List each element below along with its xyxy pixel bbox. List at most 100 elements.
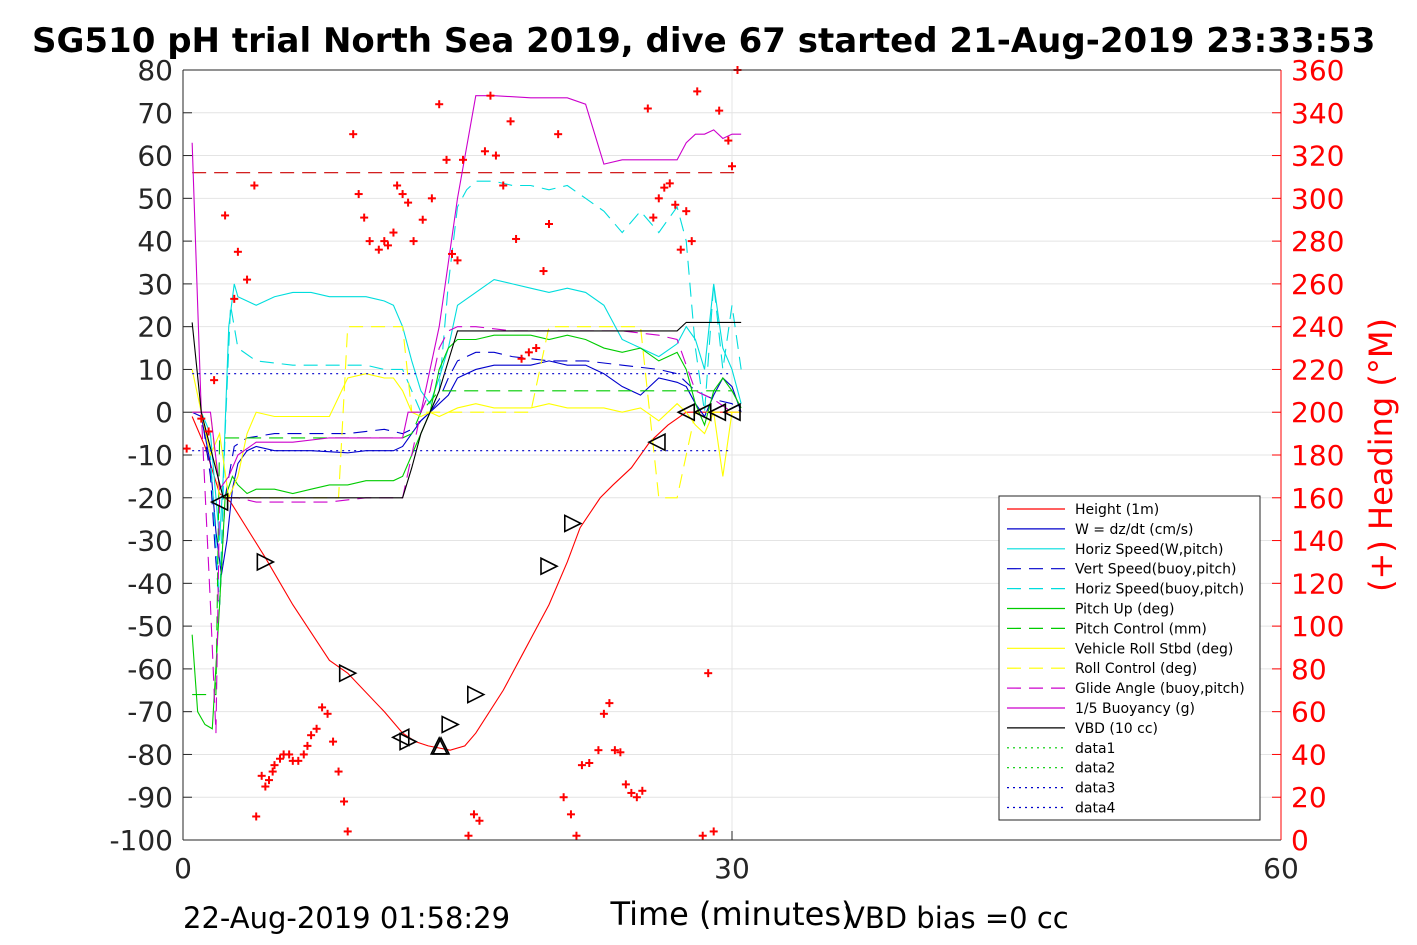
legend-label: Pitch Control (mm) <box>1075 621 1207 637</box>
heading-point <box>676 245 685 254</box>
heading-point <box>418 215 427 224</box>
footer-date: 22-Aug-2019 01:58:29 <box>183 901 510 935</box>
heading-point <box>261 782 270 791</box>
profile-marker <box>540 556 559 576</box>
heading-point <box>365 237 374 246</box>
y-tick-label-left: -10 <box>127 439 173 472</box>
heading-point <box>427 194 436 203</box>
heading-point <box>524 348 533 357</box>
plot-area <box>182 66 742 840</box>
y-tick-label-right: 320 <box>1291 140 1344 173</box>
heading-point <box>343 827 352 836</box>
heading-point <box>250 181 259 190</box>
y-tick-label-left: -70 <box>127 696 173 729</box>
heading-point <box>374 245 383 254</box>
heading-point <box>566 810 575 819</box>
y-tick-label-right: 220 <box>1291 353 1344 386</box>
y-tick-label-right: 20 <box>1291 781 1327 814</box>
heading-point <box>715 106 724 115</box>
y-tick-label-right: 140 <box>1291 525 1344 558</box>
heading-point <box>594 746 603 755</box>
y-tick-label-right: 180 <box>1291 439 1344 472</box>
heading-point <box>577 761 586 770</box>
heading-point <box>464 831 473 840</box>
footer-vbd-bias: VBD bias =0 cc <box>845 901 1069 935</box>
heading-point <box>649 213 658 222</box>
heading-point <box>318 703 327 712</box>
legend-box <box>998 495 1261 821</box>
heading-point <box>654 194 663 203</box>
y-tick-label-right: 120 <box>1291 567 1344 600</box>
heading-point <box>660 183 669 192</box>
heading-point <box>221 211 230 220</box>
profile-marker <box>256 552 276 572</box>
series-line-10 <box>191 95 742 491</box>
profile-marker <box>722 402 741 422</box>
heading-point <box>340 797 349 806</box>
y-tick-label-left: 20 <box>137 311 173 344</box>
heading-point <box>475 816 484 825</box>
heading-point <box>210 376 219 385</box>
heading-point <box>458 155 467 164</box>
heading-point <box>682 207 691 216</box>
y-tick-label-left: -40 <box>127 567 173 600</box>
heading-point <box>632 793 641 802</box>
legend-label: W = dz/dt (cm/s) <box>1075 522 1194 538</box>
y-tick-label-right: 160 <box>1291 482 1344 515</box>
heading-point <box>257 771 266 780</box>
heading-point <box>389 228 398 237</box>
heading-point <box>197 414 206 423</box>
heading-point <box>693 87 702 96</box>
x-tick-label: 0 <box>174 852 192 885</box>
heading-point <box>453 256 462 265</box>
heading-point <box>539 267 548 276</box>
x-tick-label: 30 <box>714 852 750 885</box>
heading-point <box>380 237 389 246</box>
legend-label: Horiz Speed(buoy,pitch) <box>1075 582 1244 598</box>
heading-point <box>532 344 541 353</box>
heading-point <box>621 780 630 789</box>
profile-marker <box>399 732 418 751</box>
heading-point <box>545 220 553 228</box>
heading-point <box>265 776 274 785</box>
y-tick-label-left: -30 <box>127 525 173 558</box>
heading-point <box>303 741 312 750</box>
heading-point <box>665 179 674 188</box>
heading-point <box>599 709 608 718</box>
y-tick-label-right: 340 <box>1291 97 1344 130</box>
heading-point <box>182 444 191 453</box>
heading-point <box>252 812 261 821</box>
heading-point <box>709 827 718 836</box>
y-tick-label-right: 40 <box>1291 738 1327 771</box>
legend-label: VBD (10 cc) <box>1075 721 1158 737</box>
heading-point <box>323 709 332 718</box>
y-tick-label-left: -20 <box>127 482 173 515</box>
y-tick-label-right: 100 <box>1291 610 1344 643</box>
y-tick-label-left: 0 <box>155 396 173 429</box>
y-tick-label-left: 80 <box>137 54 173 87</box>
heading-point <box>448 249 457 258</box>
legend-label: data3 <box>1075 781 1115 797</box>
right-axis-label: (+) Heading (°M) <box>1362 318 1400 592</box>
chart-title: SG510 pH trial North Sea 2019, dive 67 s… <box>32 21 1375 61</box>
y-tick-label-right: 240 <box>1291 311 1344 344</box>
series-line-5 <box>191 334 742 730</box>
heading-point <box>671 200 680 209</box>
y-tick-label-right: 200 <box>1291 396 1344 429</box>
heading-point <box>204 427 213 436</box>
heading-point <box>442 155 451 164</box>
heading-point <box>360 213 369 222</box>
heading-point <box>512 234 521 243</box>
profile-marker <box>466 685 486 704</box>
heading-point <box>627 788 636 797</box>
y-tick-label-right: 0 <box>1291 824 1309 857</box>
legend-label: data4 <box>1075 801 1116 817</box>
heading-point <box>491 151 500 160</box>
profile-marker <box>647 432 666 452</box>
series-line-6 <box>192 390 732 696</box>
heading-point <box>486 91 495 100</box>
y-tick-label-left: -90 <box>127 781 173 814</box>
heading-point <box>469 810 478 819</box>
heading-point <box>334 767 343 776</box>
